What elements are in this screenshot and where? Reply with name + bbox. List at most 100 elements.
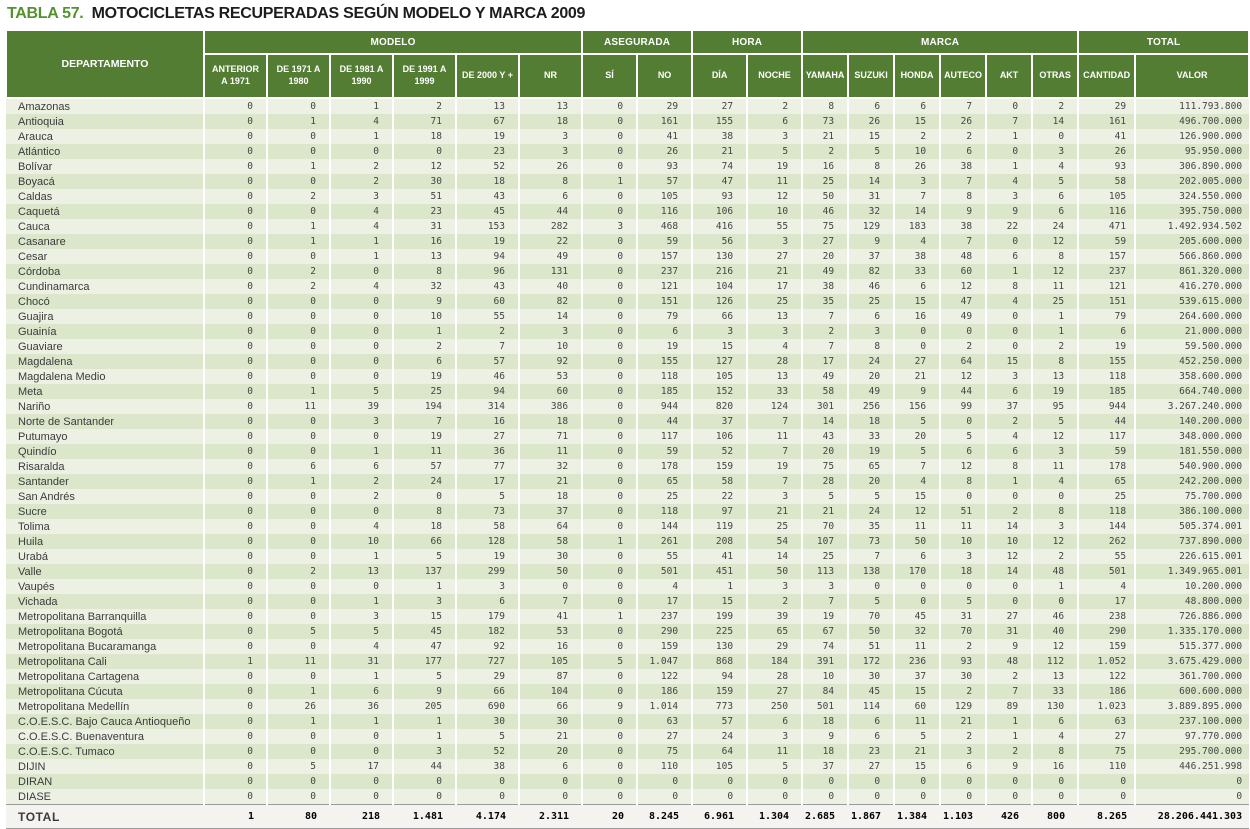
value-cell: 23 [847,744,895,759]
department-cell: Metropolitana Cali [18,655,107,668]
value-cell: 0 [893,789,941,805]
value-cell: 2 [329,474,393,489]
department-cell: Metropolitana Bogotá [18,625,123,638]
value-cell: 0 [581,684,638,699]
value-cell: 77 [455,459,519,474]
value-cell: 5 [746,144,803,159]
value-cell: 0 [203,369,267,384]
value-cell: 0 [581,114,638,129]
value-cell: 0 [203,684,267,699]
table-row: Meta 0 1 5 25 94 60 0 185 152 33 58 49 9 44 6 19 185 664.7… [6,384,1250,399]
value-cell: 26 [1077,144,1136,159]
value-cell: 24 [392,474,456,489]
value-cell: 6 [455,594,519,609]
value-cell: 0 [392,144,456,159]
value-cell: 16 [893,309,941,324]
value-cell: 0 [985,234,1033,249]
value-cell: 5 [329,624,393,639]
table-footer: TOTAL 1 80 218 1.481 4.174 2.311 20 8.245 6.961 1.… [6,804,1250,829]
value-cell: 0 [581,714,638,729]
value-cell: 155 [636,354,693,369]
value-cell: 0 [1031,489,1079,504]
value-cell: 1 [266,114,330,129]
value-cell: 126 [691,294,748,309]
department-cell: Chocó [18,295,50,308]
value-cell: 46 [847,279,895,294]
value-cell: 43 [455,189,519,204]
value-cell: 14 [893,204,941,219]
value-cell: 0 [266,519,330,534]
value-cell: 0 [203,729,267,744]
value-cell: 127 [691,354,748,369]
value-cell: 144 [1077,519,1136,534]
value-cell: 3 [1031,144,1079,159]
value-cell: 48 [1031,564,1079,579]
value-cell: 690 [455,699,519,714]
value-cell: 1 [581,609,638,624]
value-cell: 11 [893,714,941,729]
value-cell: 65 [746,624,803,639]
department-cell: Meta [18,385,43,398]
department-cell: Bolívar [18,160,53,173]
value-cell: 13 [746,309,803,324]
value-cell: 0 [581,624,638,639]
value-cell: 0 [203,624,267,639]
value-cell: 0 [203,309,267,324]
value-cell: 129 [939,699,987,714]
value-cell: 183 [893,219,941,234]
value-cell: 0 [939,774,987,789]
value-cell: 6 [847,729,895,744]
value-cell: 66 [455,684,519,699]
value-cell: 0 [266,354,330,369]
department-cell: Antioquia [18,115,64,128]
value-cell: 7 [801,594,849,609]
value-cell: 50 [801,189,849,204]
value-cell: 2 [985,744,1033,759]
value-cell: 0 [266,579,330,594]
value-cell: 181.550.000 [1134,444,1250,459]
value-cell: 38 [691,129,748,144]
value-cell: 1 [985,159,1033,174]
value-cell: 3 [746,234,803,249]
value-cell: 37 [517,504,583,519]
value-cell: 23 [455,144,519,159]
value-cell: 59.500.000 [1134,339,1250,354]
value-cell: 18 [517,489,583,504]
value-cell: 37 [847,249,895,264]
table-row: DIASE 0 0 0 0 0 0 0 0 0 0 0 0 0 0 0 0 0 0 [6,789,1250,805]
value-cell: 0 [266,144,330,159]
value-cell: 114 [847,699,895,714]
value-cell: 73 [455,504,519,519]
table-header: DEPARTAMENTO MODELO ASEGURADA HORA MARCA TOTA… [5,29,1250,99]
value-cell: 3 [329,414,393,429]
value-cell: 0 [266,744,330,759]
value-cell: 13 [392,249,456,264]
value-cell: 172 [847,654,895,669]
department-cell: Risaralda [18,460,65,473]
value-cell: 22 [985,219,1033,234]
value-cell: 56 [691,234,748,249]
value-cell: 0 [203,714,267,729]
value-cell: 0 [691,774,748,789]
value-cell: 264.600.000 [1134,309,1250,324]
value-cell: 122 [636,669,693,684]
value-cell: 8 [517,174,583,189]
table-row: Guajira 0 0 0 10 55 14 0 79 66 13 7 6 16 49 0 1 79 264.600… [6,309,1250,324]
value-cell: 65 [636,474,693,489]
value-cell: 13 [329,564,393,579]
value-cell: 37 [893,669,941,684]
value-cell: 0 [581,459,638,474]
value-cell: 106 [691,204,748,219]
value-cell: 8 [847,339,895,354]
value-cell: 92 [517,354,583,369]
value-cell: 0 [517,774,583,789]
value-cell: 0 [801,774,849,789]
value-cell: 17 [636,594,693,609]
value-cell: 75 [1077,744,1136,759]
value-cell: 0 [581,759,638,774]
value-cell: 6 [939,759,987,774]
value-cell: 19 [636,339,693,354]
value-cell: 361.700.000 [1134,669,1250,684]
value-cell: 0 [636,774,693,789]
value-cell: 8 [847,159,895,174]
